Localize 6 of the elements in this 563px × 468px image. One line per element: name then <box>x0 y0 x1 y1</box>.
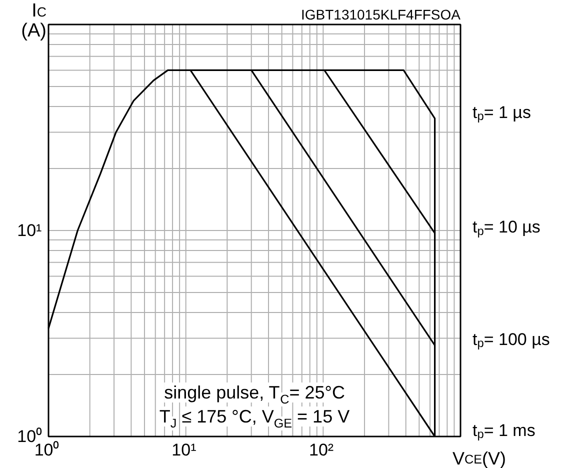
x-tick-label: 10⁰ <box>34 440 60 460</box>
x-tick-label: 10¹ <box>172 440 197 460</box>
x-axis-title: VCE(V) <box>452 448 506 468</box>
text: IGBT131015KLF4FFSOA <box>300 6 462 22</box>
y-axis-title: IC (A) <box>21 0 47 42</box>
x-tick-label: 10² <box>308 440 334 460</box>
